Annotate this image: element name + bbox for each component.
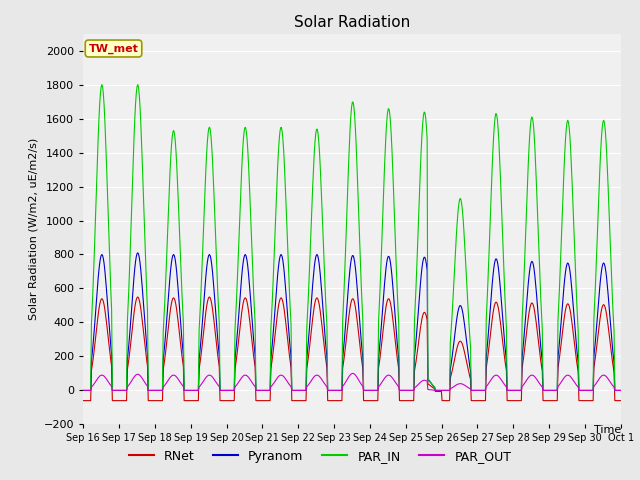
Text: Time: Time: [593, 425, 621, 435]
RNet: [434, 389, 442, 395]
RNet: [145, 398, 153, 404]
RNet: [617, 398, 625, 404]
PAR_OUT: [199, 379, 207, 385]
PAR_IN: [89, 288, 97, 294]
Pyranom: [200, 303, 207, 309]
PAR_IN: [200, 223, 207, 229]
PAR_IN: [79, 387, 87, 393]
PAR_IN: [434, 387, 442, 393]
Legend: RNet, Pyranom, PAR_IN, PAR_OUT: RNet, Pyranom, PAR_IN, PAR_OUT: [124, 445, 516, 468]
PAR_IN: [145, 387, 153, 393]
Title: Solar Radiation: Solar Radiation: [294, 15, 410, 30]
PAR_IN: [228, 387, 236, 393]
RNet: [89, 358, 97, 363]
PAR_OUT: [434, 387, 442, 393]
Pyranom: [145, 387, 153, 393]
Line: Pyranom: Pyranom: [83, 253, 621, 390]
PAR_IN: [98, 82, 106, 87]
Line: PAR_IN: PAR_IN: [83, 84, 621, 390]
RNet: [418, 316, 426, 322]
PAR_OUT: [79, 387, 87, 393]
Pyranom: [617, 387, 625, 393]
PAR_IN: [617, 387, 625, 393]
Y-axis label: Solar Radiation (W/m2, uE/m2/s): Solar Radiation (W/m2, uE/m2/s): [28, 138, 38, 320]
PAR_IN: [418, 132, 426, 138]
RNet: [228, 398, 236, 404]
PAR_OUT: [145, 387, 152, 393]
Text: TW_met: TW_met: [88, 43, 138, 54]
Pyranom: [79, 387, 87, 393]
Line: RNet: RNet: [83, 297, 621, 401]
PAR_OUT: [89, 383, 97, 388]
PAR_OUT: [349, 371, 356, 376]
PAR_OUT: [227, 387, 235, 393]
Pyranom: [89, 343, 97, 349]
RNet: [134, 294, 141, 300]
PAR_OUT: [418, 378, 426, 384]
PAR_OUT: [617, 387, 625, 393]
RNet: [79, 398, 87, 404]
RNet: [200, 329, 207, 335]
Pyranom: [134, 250, 141, 256]
Pyranom: [418, 265, 426, 271]
Pyranom: [434, 387, 442, 393]
Line: PAR_OUT: PAR_OUT: [83, 373, 621, 390]
Pyranom: [228, 387, 236, 393]
